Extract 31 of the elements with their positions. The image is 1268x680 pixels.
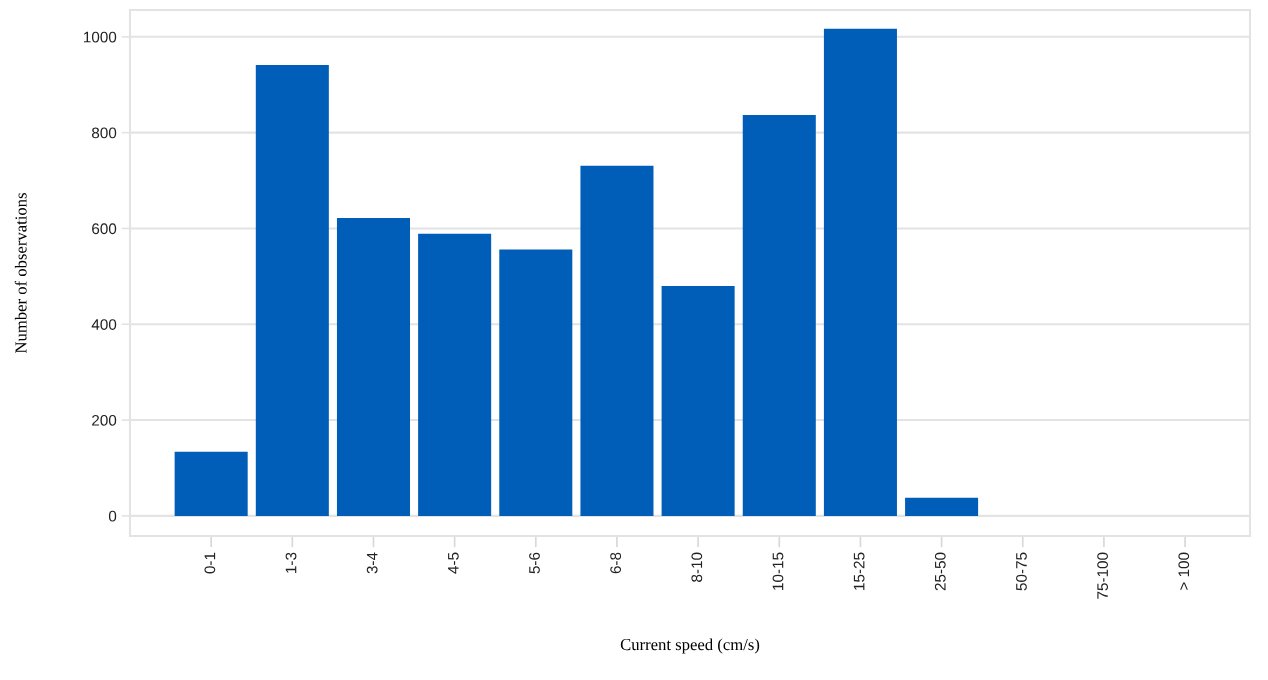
x-tick-label: 15-25: [853, 552, 865, 590]
x-tick-label: 75-100: [1097, 552, 1109, 599]
y-tick-label: 600: [92, 223, 117, 235]
bar: [174, 451, 248, 516]
bar: [255, 65, 329, 516]
bar: [905, 497, 979, 516]
y-tick-label: 400: [91, 319, 117, 330]
x-tick-label: 3-4: [366, 552, 378, 574]
bar: [742, 114, 816, 516]
x-tick-label: > 100: [1178, 552, 1190, 590]
bar: [580, 165, 654, 516]
x-tick-label: 5-6: [529, 552, 540, 574]
bar: [499, 249, 573, 516]
x-tick-label: 1-3: [285, 552, 297, 573]
y-tick-label: 1000: [83, 31, 117, 43]
y-tick-label: 200: [92, 414, 117, 426]
x-tick-label: 25-50: [934, 552, 946, 591]
bar: [823, 28, 897, 516]
y-tick-label: 0: [108, 510, 117, 522]
y-axis-title: Number of observations: [14, 193, 27, 354]
x-tick-label: 8-10: [691, 552, 703, 582]
x-tick-label: 6-8: [610, 552, 622, 574]
x-tick-label: 50-75: [1016, 552, 1027, 591]
x-tick-label: 10-15: [772, 552, 784, 590]
bar: [418, 233, 492, 516]
y-tick-label: 800: [91, 127, 117, 139]
bar: [336, 217, 410, 516]
bar: [661, 285, 735, 516]
x-tick-label: 4-5: [448, 552, 459, 574]
x-tick-label: 0-1: [204, 552, 216, 574]
x-axis-title: Current speed (cm/s): [620, 638, 760, 654]
